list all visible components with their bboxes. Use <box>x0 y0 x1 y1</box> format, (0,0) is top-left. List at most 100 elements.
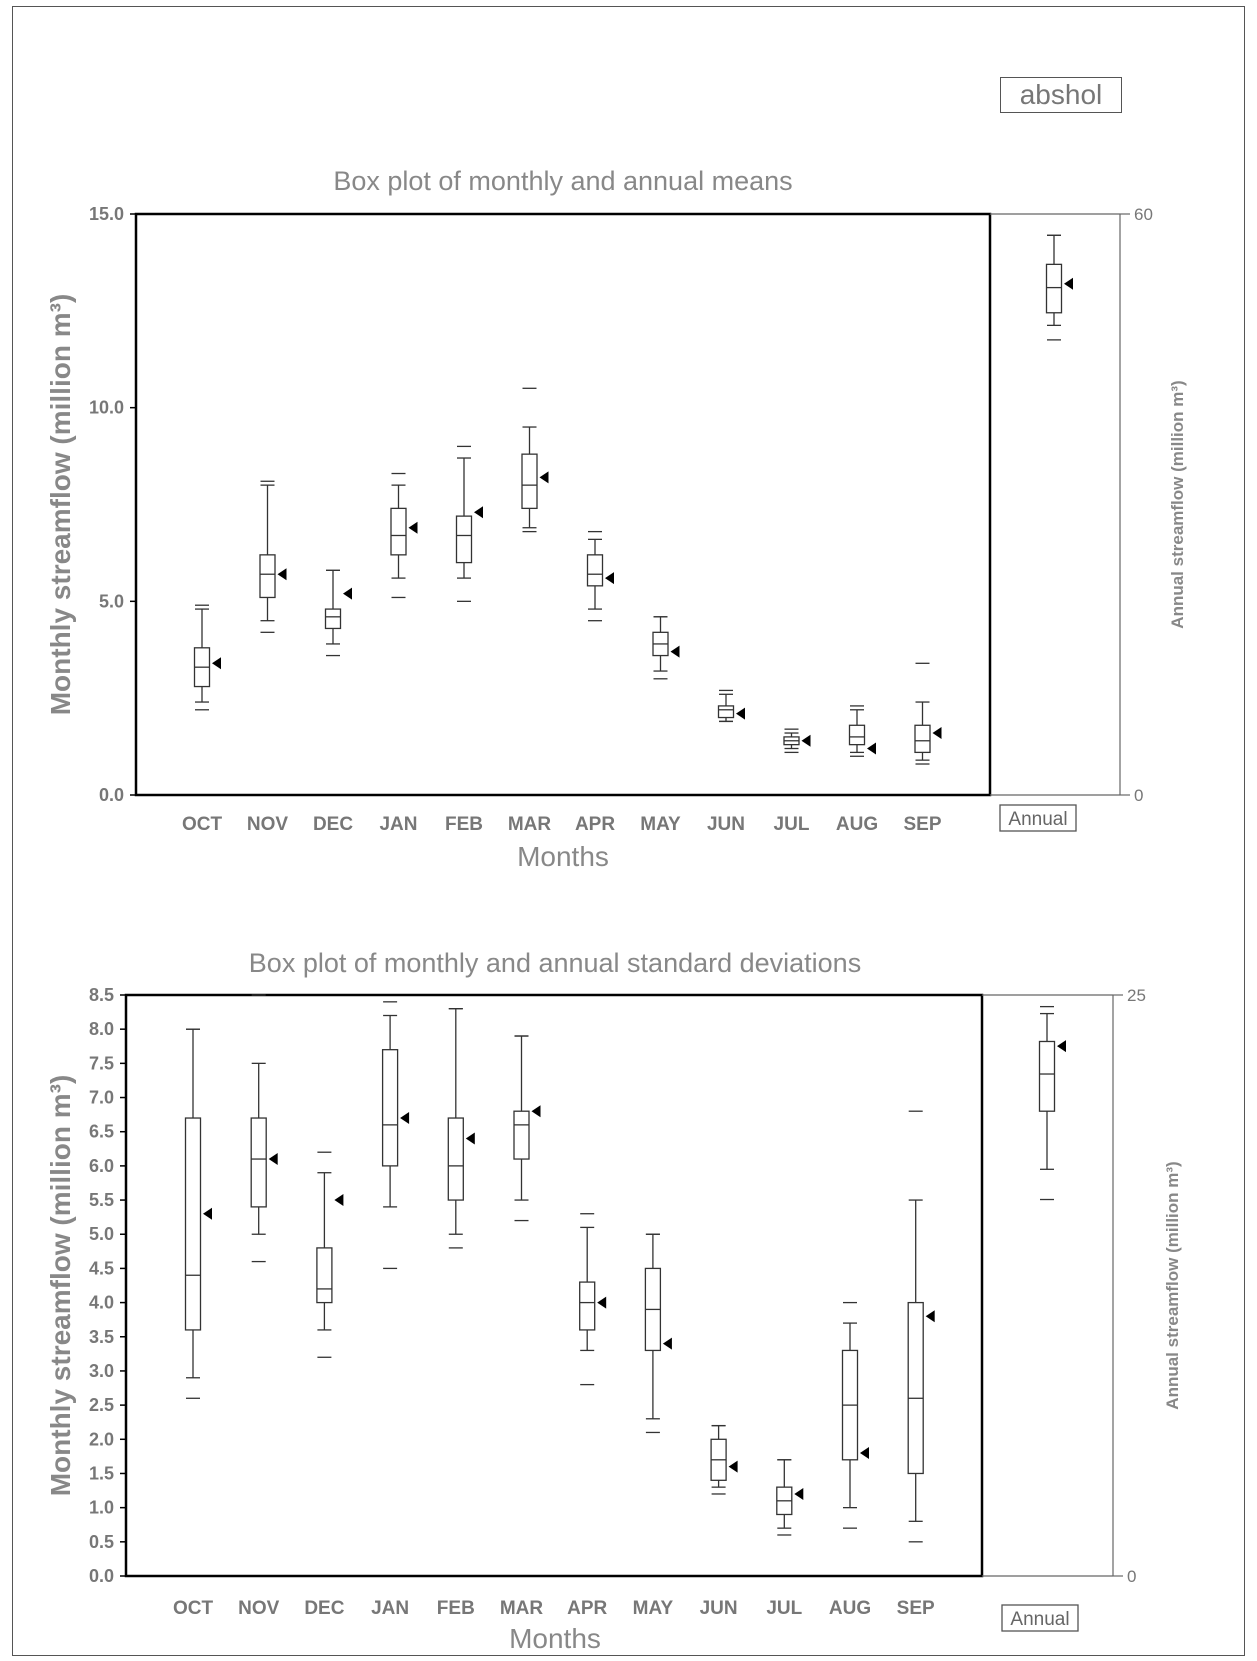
chart0-box-jul-mean-marker <box>801 734 811 747</box>
chart1-box-apr-iqr-box <box>579 1281 596 1331</box>
chart1-box-may-mean-marker <box>662 1337 672 1350</box>
chart0-box-jun <box>717 689 745 723</box>
chart1-box-jan-mean-marker <box>400 1112 410 1125</box>
chart1-category-label: JUN <box>700 1598 738 1619</box>
chart1-ytick-label: 5.5 <box>89 1190 114 1210</box>
chart0-box-dec <box>324 569 352 657</box>
chart1-box-dec-iqr-box <box>316 1247 333 1304</box>
chart1-box-oct-iqr-box <box>184 1117 202 1331</box>
chart0-box-may <box>652 616 680 680</box>
chart1-box-may <box>644 1233 672 1434</box>
chart0-ytick-right-label: 60 <box>1134 205 1153 224</box>
chart0-box-annual <box>1045 234 1073 341</box>
chart1-box-jul-mean-marker <box>794 1487 804 1500</box>
chart1-box-feb-iqr-box <box>447 1117 464 1201</box>
chart0-box-jun-iqr-box <box>717 705 735 719</box>
chart0-ytick-label: 5.0 <box>99 591 124 611</box>
chart1-box-jan <box>381 1001 410 1270</box>
chart1-box-oct <box>184 1028 212 1399</box>
chart1-ytick-right-label: 0 <box>1127 1567 1136 1586</box>
chart1-ytick-label: 8.5 <box>89 985 114 1005</box>
chart0-annual-label: Annual <box>1008 809 1067 830</box>
chart0-box-aug <box>848 705 876 757</box>
chart1-plot-frame <box>124 993 984 1578</box>
page-border <box>12 6 1245 1656</box>
chart0-box-jul <box>783 728 811 754</box>
chart0-annual-label-box <box>999 804 1077 832</box>
chart1-box-dec <box>316 1151 344 1358</box>
chart1-category-label: SEP <box>897 1598 935 1619</box>
chart0-category-label: MAY <box>640 814 681 835</box>
chart0-category-label: APR <box>575 814 615 835</box>
chart0-box-nov-iqr-box <box>259 554 276 599</box>
chart0-category-label: JUN <box>707 814 745 835</box>
chart0-box-aug-iqr-box <box>848 724 866 746</box>
chart1-group: Box plot of monthly and annual standard … <box>45 948 1182 1654</box>
chart0-category-label: MAR <box>508 814 552 835</box>
chart0-ytick-right-label: 0 <box>1134 786 1143 805</box>
chart1-title: Box plot of monthly and annual standard … <box>249 948 861 978</box>
chart1-ytick-label: 2.0 <box>89 1429 114 1449</box>
chart0-category-label: OCT <box>182 814 223 835</box>
chart1-box-sep-mean-marker <box>925 1310 935 1323</box>
chart1-box-jun <box>710 1424 738 1495</box>
chart1-category-label: JAN <box>371 1598 409 1619</box>
chart0-box-mar <box>521 387 549 533</box>
chart0-plot-frame <box>134 212 992 797</box>
chart1-ytick-label: 7.5 <box>89 1053 114 1073</box>
chart1-ytick-label: 4.0 <box>89 1293 114 1313</box>
chart0-box-dec-mean-marker <box>343 587 352 600</box>
chart0-box-nov-mean-marker <box>277 568 287 581</box>
chart1-box-aug <box>841 1301 869 1529</box>
chart1-category-label: MAR <box>500 1598 544 1619</box>
chart1-box-nov-iqr-box <box>250 1117 267 1208</box>
chart1-box-dec-mean-marker <box>334 1194 344 1207</box>
chart1-ytick-label: 2.5 <box>89 1395 114 1415</box>
chart1-annual-label-box <box>1001 1604 1079 1632</box>
chart1-ytick-label: 0.0 <box>89 1566 114 1586</box>
chart0-box-jan <box>390 472 418 599</box>
figure-tag: abshol <box>1000 77 1122 113</box>
chart1-box-annual <box>1038 1005 1066 1201</box>
chart1-ytick-label: 6.0 <box>89 1156 114 1176</box>
chart0-box-mar-iqr-box <box>521 453 538 510</box>
chart0-box-dec-iqr-box <box>324 608 342 630</box>
chart1-box-annual-iqr-box <box>1038 1040 1056 1112</box>
chart0-box-nov <box>259 480 287 633</box>
chart0-box-aug-mean-marker <box>867 742 876 755</box>
chart0-ytick-label: 0.0 <box>99 785 124 805</box>
chart1-category-label: NOV <box>238 1598 280 1619</box>
chart1-category-label: JUL <box>766 1598 802 1619</box>
chart0-ytick-label: 15.0 <box>89 204 124 224</box>
chart0-box-mar-mean-marker <box>539 471 549 484</box>
chart0-xlabel: Months <box>517 841 609 872</box>
chart0-box-oct-mean-marker <box>212 657 221 670</box>
chart1-category-label: APR <box>567 1598 607 1619</box>
chart0-category-label: JUL <box>774 814 810 835</box>
chart0-box-apr-iqr-box <box>586 554 604 587</box>
chart1-ylabel: Monthly streamflow (million m³) <box>45 1075 76 1497</box>
chart0-box-sep-mean-marker <box>932 727 942 740</box>
chart0-box-oct <box>193 604 221 711</box>
chart0-title: Box plot of monthly and annual means <box>333 166 792 196</box>
chart0-ylabel-right: Annual streamflow (million m³) <box>1168 380 1187 628</box>
chart1-box-apr <box>579 1213 607 1386</box>
chart1-ytick-label: 7.0 <box>89 1088 114 1108</box>
chart1-box-aug-mean-marker <box>860 1446 869 1459</box>
chart0-box-jan-mean-marker <box>408 521 418 534</box>
chart1-ytick-label: 0.5 <box>89 1532 114 1552</box>
chart0-box-sep <box>914 662 942 765</box>
chart0-category-label: NOV <box>247 814 289 835</box>
chart0-box-sep-iqr-box <box>914 724 931 754</box>
chart1-category-label: MAY <box>633 1598 674 1619</box>
chart1-box-apr-mean-marker <box>597 1296 607 1309</box>
chart1-box-oct-mean-marker <box>203 1207 212 1220</box>
chart1-box-mar <box>513 1035 541 1222</box>
chart1-box-jul <box>776 1459 804 1536</box>
chart1-category-label: OCT <box>173 1598 214 1619</box>
chart0-box-jan-iqr-box <box>390 507 407 556</box>
chart1-ylabel-right: Annual streamflow (million m³) <box>1163 1161 1182 1409</box>
chart0-group: Box plot of monthly and annual means Mont… <box>45 166 1187 872</box>
chart1-ytick-label: 3.0 <box>89 1361 114 1381</box>
chart1-xlabel: Months <box>509 1623 601 1654</box>
